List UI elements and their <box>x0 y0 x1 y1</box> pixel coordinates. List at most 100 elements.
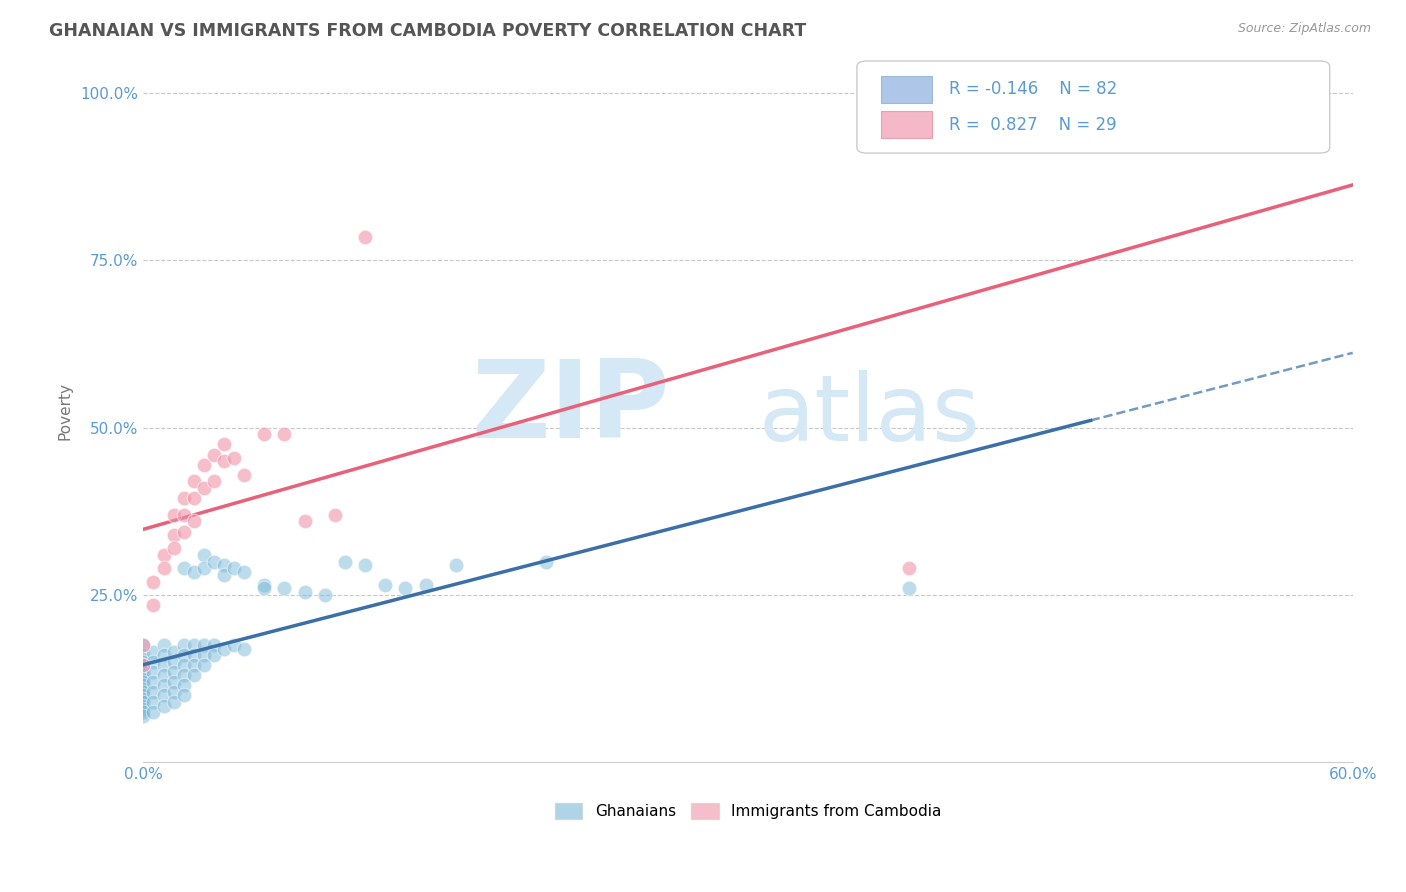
Point <box>162 655 184 669</box>
Point <box>333 555 356 569</box>
Point <box>898 561 921 575</box>
Point <box>173 678 195 692</box>
Point <box>132 648 155 663</box>
Text: R = -0.146    N = 82: R = -0.146 N = 82 <box>949 80 1116 98</box>
Point <box>132 655 155 669</box>
Point <box>394 582 416 596</box>
Point <box>162 665 184 679</box>
Point <box>132 702 155 716</box>
Point <box>152 548 174 562</box>
Point <box>202 638 225 652</box>
Point <box>193 561 215 575</box>
Point <box>132 638 155 652</box>
Point <box>193 648 215 663</box>
Point <box>193 548 215 562</box>
Point <box>222 561 245 575</box>
Point <box>132 658 155 673</box>
Point <box>294 584 316 599</box>
Point <box>233 641 256 656</box>
Point <box>132 662 155 676</box>
Point <box>162 685 184 699</box>
Point <box>898 582 921 596</box>
Point <box>253 578 276 592</box>
Point <box>142 705 165 719</box>
Text: R =  0.827    N = 29: R = 0.827 N = 29 <box>949 116 1116 134</box>
Point <box>132 695 155 709</box>
Point <box>212 558 235 572</box>
Point <box>222 450 245 465</box>
Point <box>354 558 377 572</box>
Point <box>202 648 225 663</box>
Point <box>173 638 195 652</box>
Point <box>173 491 195 505</box>
Point <box>183 515 205 529</box>
Point <box>212 437 235 451</box>
Point <box>132 651 155 665</box>
Point <box>142 655 165 669</box>
Text: GHANAIAN VS IMMIGRANTS FROM CAMBODIA POVERTY CORRELATION CHART: GHANAIAN VS IMMIGRANTS FROM CAMBODIA POV… <box>49 22 807 40</box>
Point <box>142 665 165 679</box>
Point <box>202 555 225 569</box>
Point <box>202 448 225 462</box>
Point <box>173 668 195 682</box>
Point <box>374 578 396 592</box>
Point <box>152 668 174 682</box>
Point <box>354 230 377 244</box>
Point <box>152 648 174 663</box>
Point <box>212 454 235 468</box>
Point <box>132 691 155 706</box>
Point <box>183 475 205 489</box>
Point <box>152 638 174 652</box>
Point <box>142 695 165 709</box>
Point <box>142 645 165 659</box>
Point <box>173 524 195 539</box>
Point <box>415 578 437 592</box>
Point <box>132 685 155 699</box>
Point <box>273 427 295 442</box>
Point <box>162 541 184 556</box>
Point <box>152 689 174 703</box>
FancyBboxPatch shape <box>882 112 932 138</box>
Point <box>536 555 558 569</box>
Point <box>162 645 184 659</box>
Point <box>253 427 276 442</box>
Point <box>183 658 205 673</box>
Point <box>132 681 155 696</box>
Point <box>162 695 184 709</box>
Point <box>152 561 174 575</box>
Point <box>183 565 205 579</box>
Point <box>132 689 155 703</box>
Point <box>233 565 256 579</box>
Point <box>132 658 155 673</box>
Point <box>142 685 165 699</box>
Point <box>142 574 165 589</box>
Point <box>173 689 195 703</box>
Point <box>162 528 184 542</box>
Point <box>233 467 256 482</box>
Point <box>132 708 155 723</box>
Point <box>193 658 215 673</box>
Point <box>162 508 184 522</box>
Point <box>142 598 165 612</box>
Point <box>222 638 245 652</box>
Point <box>173 561 195 575</box>
Point <box>132 675 155 690</box>
Text: ZIP: ZIP <box>471 354 669 460</box>
Point <box>132 668 155 682</box>
Point <box>1301 86 1323 100</box>
Point <box>444 558 467 572</box>
FancyBboxPatch shape <box>856 61 1330 153</box>
Point <box>212 641 235 656</box>
Point <box>183 668 205 682</box>
Point <box>273 582 295 596</box>
Point <box>173 648 195 663</box>
Point <box>183 638 205 652</box>
Point <box>202 475 225 489</box>
Legend: Ghanaians, Immigrants from Cambodia: Ghanaians, Immigrants from Cambodia <box>548 797 948 825</box>
Point <box>162 675 184 690</box>
Text: Source: ZipAtlas.com: Source: ZipAtlas.com <box>1237 22 1371 36</box>
Point <box>152 698 174 713</box>
FancyBboxPatch shape <box>882 76 932 103</box>
Point <box>173 658 195 673</box>
Point <box>314 588 336 602</box>
